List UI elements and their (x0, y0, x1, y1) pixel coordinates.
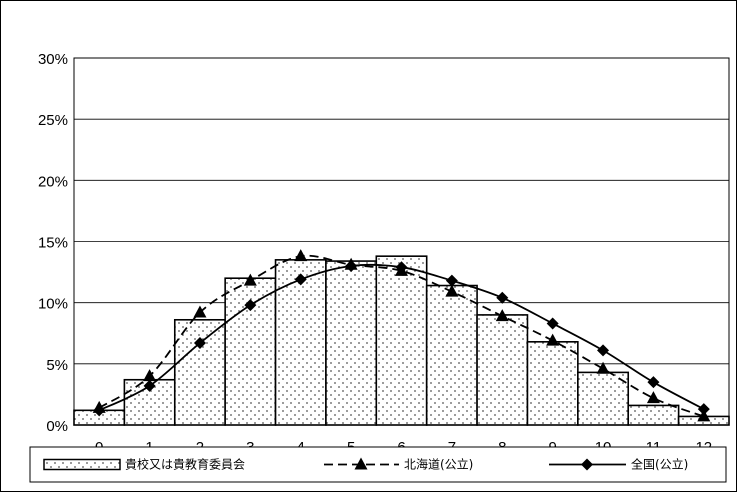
triangle-point-12 (697, 409, 711, 422)
triangle-point-6 (395, 263, 408, 276)
y-tick-label: 15% (38, 235, 68, 252)
triangle-point-5 (344, 257, 358, 270)
y-tick-label: 0% (46, 418, 68, 435)
y-tick-label: 25% (38, 112, 68, 129)
bar-6 (375, 255, 428, 426)
triangle-point-11 (646, 391, 660, 404)
diamond-point-3 (244, 299, 257, 312)
legend-box (29, 446, 727, 483)
diamond-point-10 (597, 344, 610, 357)
bar-series (73, 255, 730, 426)
legend-label-hokkaido: 北海道(公立) (404, 457, 473, 472)
bar-5 (325, 260, 378, 426)
y-axis-ticks: 0% 5% 10% 15% 20% 25% 30% (38, 51, 68, 435)
triangle-point-4 (294, 249, 308, 262)
legend-label-national: 全国(公立) (631, 457, 688, 472)
legend-diamond-marker (581, 458, 593, 471)
bar-10 (577, 371, 630, 426)
bar-11 (627, 404, 680, 426)
triangle-point-8 (495, 309, 509, 322)
line-series (92, 249, 711, 422)
triangle-point-3 (243, 273, 257, 286)
legend-triangle-marker (354, 457, 368, 470)
triangle-point-0 (92, 400, 106, 413)
triangle-point-9 (546, 333, 560, 346)
diamond-point-12 (697, 403, 710, 416)
triangle-point-2 (193, 305, 207, 318)
triangle-point-7 (445, 284, 459, 297)
bar-7 (425, 284, 478, 426)
bar-2 (173, 318, 226, 426)
diamond-point-8 (496, 291, 509, 304)
y-tick-label: 10% (38, 296, 68, 313)
diamond-point-1 (143, 379, 156, 392)
diamond-point-4 (294, 273, 307, 286)
bar-8 (476, 314, 529, 426)
triangle-point-10 (596, 361, 610, 374)
diamond-point-9 (546, 317, 559, 330)
diamond-point-2 (193, 337, 206, 350)
diamond-point-11 (647, 376, 660, 389)
diamond-point-7 (445, 274, 458, 287)
triangle-point-1 (143, 369, 157, 382)
legend: 貴校又は貴教育委員会 北海道(公立) 全国(公立) (29, 446, 727, 483)
y-tick-label: 20% (38, 173, 68, 190)
y-tick-label: 30% (38, 51, 68, 68)
legend-label-bar: 貴校又は貴教育委員会 (125, 457, 245, 472)
bar-9 (526, 341, 579, 426)
legend-swatch-bar (43, 458, 121, 471)
y-tick-label: 5% (46, 357, 68, 374)
